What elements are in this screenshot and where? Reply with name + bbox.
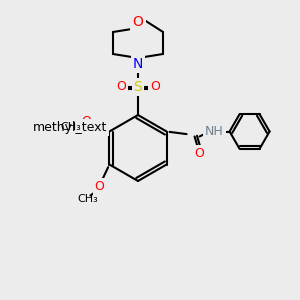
Text: CH₃: CH₃ [60,122,81,133]
Text: S: S [134,80,142,94]
Text: O: O [82,115,92,128]
Text: O: O [94,180,104,193]
Text: CH₃: CH₃ [77,194,98,203]
Text: NH: NH [205,125,224,138]
Text: O: O [150,80,160,94]
Text: O: O [195,147,205,160]
Text: methyl_text: methyl_text [33,121,108,134]
Text: O: O [116,80,126,94]
Text: O: O [133,15,143,29]
Text: N: N [133,57,143,71]
